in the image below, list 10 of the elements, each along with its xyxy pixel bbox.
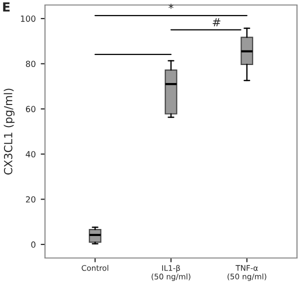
y-tick-label: 100 <box>20 16 36 22</box>
annotation: # <box>212 18 220 26</box>
y-tick-label: 0 <box>31 241 36 248</box>
annotation: * <box>168 4 174 9</box>
y-tick-label: 20 <box>26 196 36 203</box>
text: E <box>3 2 10 12</box>
y-tick-label: 40 <box>26 151 36 158</box>
y-tick-label: 80 <box>26 60 36 68</box>
y-axis-title: CX3CL1 (pg/ml) <box>4 88 15 175</box>
y-tick-label: 60 <box>26 106 36 112</box>
